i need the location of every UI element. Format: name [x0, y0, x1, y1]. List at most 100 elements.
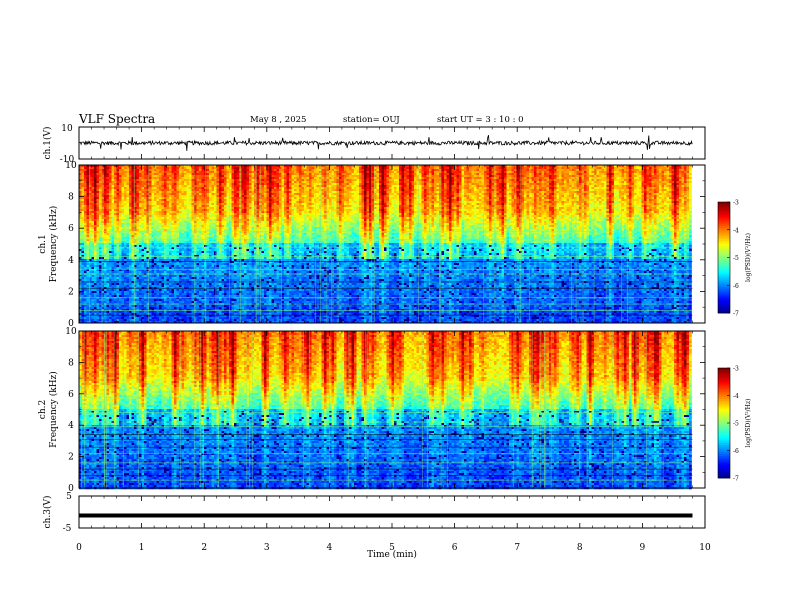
ch1-spec-cell: [114, 301, 117, 304]
ch1-spec-cell: [126, 247, 130, 250]
ch1-spec-cell: [161, 263, 165, 266]
ch1-spec-cell: [156, 221, 160, 224]
ch1-spec-cell: [171, 321, 175, 324]
ch1-spec-cell: [221, 221, 225, 224]
ch1-spec-cell: [124, 231, 127, 234]
ch1-spec-cell: [174, 301, 177, 304]
ch1-spec-cell: [129, 169, 132, 172]
ch1-spec-cell: [171, 257, 175, 260]
ch1-spec-cell: [99, 211, 102, 214]
ch1-spec-cell: [214, 247, 217, 250]
ch1-spec-cell: [149, 169, 152, 172]
ch1-spec-cell: [156, 225, 160, 228]
ch1-spec-cell: [184, 193, 187, 196]
ch1-spec-cell: [151, 261, 155, 264]
ch1-spec-cell: [181, 211, 185, 214]
ch1-spec-cell: [169, 199, 172, 202]
ch1-spec-cell: [169, 297, 172, 300]
ch1-spec-cell: [141, 183, 145, 186]
ch1-spec-cell: [96, 311, 100, 314]
ch1-spec-cell: [221, 285, 225, 288]
ch1-spec-cell: [201, 283, 205, 286]
ch1-spec-cell: [91, 295, 95, 298]
ch1-spec-cell: [129, 299, 132, 302]
ch1-spec-cell: [196, 283, 200, 286]
ch1-spec-cell: [139, 255, 142, 258]
ch1-spec-cell: [221, 231, 225, 234]
ch1-spec-cell: [81, 245, 85, 248]
ch1-spec-cell: [124, 203, 127, 206]
ch1-spec-cell: [164, 255, 167, 258]
ch1-spec-cell: [221, 187, 225, 190]
ch1-spec-cell: [89, 255, 92, 258]
ch1-spec-cell: [106, 227, 110, 230]
ch1-spec-cell: [91, 299, 95, 302]
ch1-spec-cell: [171, 189, 175, 192]
ch1-spec-cell: [199, 171, 202, 174]
ch1-spec-cell: [121, 243, 125, 246]
ch1-spec-cell: [194, 311, 197, 314]
ch1-spec-cell: [94, 219, 97, 222]
ch1-spec-cell: [116, 217, 120, 220]
ch1-spec-cell: [121, 217, 125, 220]
ch1-spec-cell: [189, 219, 192, 222]
ch1-spec-cell: [169, 171, 172, 174]
ch1-spec-cell: [174, 241, 177, 244]
ch1-spec-cell: [81, 271, 85, 274]
ch1-spec-cell: [206, 197, 210, 200]
ch1-spec-cell: [216, 209, 220, 212]
ch1-spec-cell: [191, 219, 195, 222]
ch1-spec-cell: [89, 229, 92, 232]
ch1-spec-cell: [116, 235, 120, 238]
ch1-spec-cell: [189, 189, 192, 192]
ch1-spec-cell: [94, 223, 97, 226]
ch1-spec-cell: [94, 189, 97, 192]
ch1-spec-cell: [201, 223, 205, 226]
ch1-spec-cell: [124, 181, 127, 184]
ch1-spec-cell: [174, 177, 177, 180]
ch1-spec-cell: [229, 263, 232, 266]
ch1-spec-cell: [136, 319, 140, 322]
ch1-spec-cell: [109, 285, 112, 288]
ch1-spec-cell: [81, 277, 85, 280]
ch1-spec-cell: [79, 199, 82, 202]
ch1-spec-cell: [149, 307, 152, 310]
ch1-spec-cell: [216, 315, 220, 318]
ch1-spec-cell: [169, 201, 172, 204]
ch1-spec-cell: [79, 247, 82, 250]
ch1-spec-cell: [134, 177, 137, 180]
ch1-spec-cell: [229, 255, 232, 258]
ch1-spec-cell: [201, 229, 205, 232]
ch1-spec-cell: [86, 267, 90, 270]
ch1-spec-cell: [124, 175, 127, 178]
ch1-spec-cell: [196, 235, 200, 238]
ch1-spec-cell: [91, 225, 95, 228]
ch1-spec-cell: [131, 179, 135, 182]
ch1-spec-cell: [126, 169, 130, 172]
ch1-spec-cell: [111, 209, 115, 212]
ch1-spec-cell: [216, 215, 220, 218]
ch1-spec-cell: [129, 175, 132, 178]
ch1-spec-cell: [219, 293, 222, 296]
ch1-spec-cell: [229, 227, 232, 230]
ch1-spec-cell: [169, 197, 172, 200]
ch1-spec-cell: [126, 171, 130, 174]
ch1-spec-cell: [184, 183, 187, 186]
ch1-spec-cell: [211, 271, 215, 274]
ch1-spec-cell: [164, 187, 167, 190]
ch1-spec-cell: [99, 289, 102, 292]
ch1-spec-cell: [164, 283, 167, 286]
ch1-spec-cell: [151, 227, 155, 230]
ch1-spec-cell: [179, 165, 182, 168]
ch1-spec-cell: [199, 187, 202, 190]
ch1-spec-cell: [94, 311, 97, 314]
ch1-spec-cell: [184, 241, 187, 244]
ch1-spec-cell: [124, 259, 127, 262]
ch1-spec-cell: [109, 259, 112, 262]
ch1-spec-cell: [144, 189, 147, 192]
ch1-spec-cell: [206, 305, 210, 308]
ch1-spec-cell: [131, 285, 135, 288]
ch1-spec-cell: [96, 193, 100, 196]
ch1-spec-cell: [196, 227, 200, 230]
ch1-spec-cell: [86, 251, 90, 254]
